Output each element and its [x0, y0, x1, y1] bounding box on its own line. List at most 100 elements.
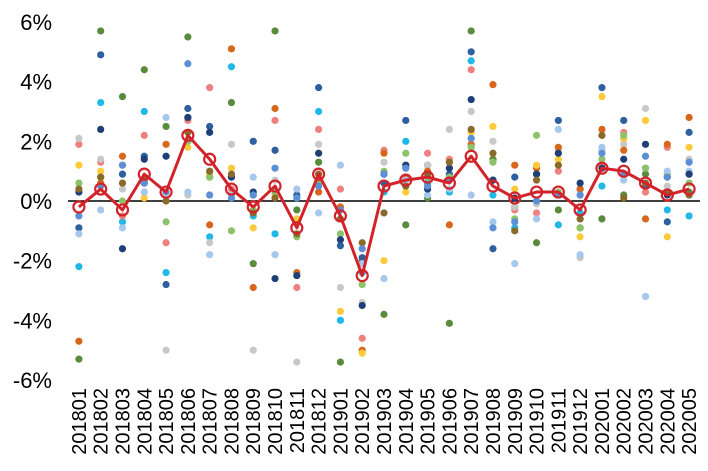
data-point — [75, 140, 83, 148]
data-point — [511, 227, 519, 235]
x-tick-label: 201906 — [439, 388, 461, 455]
data-point — [227, 194, 236, 202]
data-point — [249, 260, 257, 268]
data-point — [162, 218, 170, 226]
data-point — [206, 122, 214, 131]
data-point — [140, 131, 148, 139]
x-tick-label: 201811 — [287, 388, 309, 453]
data-point — [380, 149, 388, 157]
data-point — [380, 158, 388, 166]
data-point — [358, 280, 366, 289]
data-point — [336, 307, 345, 315]
data-point — [402, 149, 410, 157]
data-point — [489, 122, 497, 131]
data-point — [162, 346, 170, 354]
data-point — [554, 206, 562, 214]
data-point — [336, 161, 345, 169]
data-point — [467, 48, 475, 56]
data-point — [271, 274, 279, 283]
data-point — [598, 149, 606, 157]
data-point — [532, 176, 541, 184]
data-point — [293, 185, 301, 193]
y-tick-label: 0% — [20, 189, 52, 214]
average-series-line — [77, 133, 690, 278]
data-point — [271, 230, 279, 238]
average-marker — [115, 203, 130, 217]
data-point — [97, 155, 105, 163]
data-point — [249, 173, 257, 181]
data-point — [467, 191, 475, 199]
data-point — [97, 167, 105, 175]
data-point — [532, 131, 541, 139]
data-point — [554, 155, 562, 163]
data-point — [641, 170, 650, 178]
data-point — [293, 271, 301, 280]
x-tick-label: 201809 — [243, 388, 265, 455]
data-point — [554, 149, 562, 157]
data-point — [467, 57, 475, 65]
data-point — [467, 143, 475, 151]
data-point — [315, 188, 323, 196]
data-point — [315, 209, 323, 217]
data-point — [598, 155, 606, 163]
data-point — [641, 215, 650, 223]
data-point — [358, 349, 366, 357]
x-tick-label: 201907 — [461, 388, 483, 455]
x-tick-label: 202003 — [636, 388, 658, 455]
data-point — [663, 218, 671, 226]
data-point — [293, 283, 301, 292]
data-point — [663, 173, 671, 181]
data-point — [271, 164, 279, 172]
data-point — [118, 152, 127, 160]
data-point — [685, 113, 693, 122]
data-point — [511, 260, 519, 268]
x-axis: 201801 201802 201803 201804 201805 201806 2018… — [69, 388, 701, 455]
data-point — [532, 215, 541, 223]
data-point — [75, 185, 83, 193]
data-point — [162, 113, 170, 122]
data-point — [663, 140, 671, 148]
data-point — [140, 188, 148, 196]
data-point — [140, 107, 148, 116]
data-point — [271, 194, 279, 202]
data-point — [402, 188, 410, 196]
x-tick-label: 201912 — [570, 388, 592, 455]
x-tick-label: 201911 — [548, 388, 570, 453]
data-point — [227, 170, 236, 178]
data-point — [641, 164, 650, 172]
data-point — [511, 203, 519, 211]
data-point — [641, 140, 650, 148]
data-point — [576, 224, 584, 232]
data-point — [620, 131, 628, 139]
data-point — [75, 263, 83, 271]
data-point — [620, 194, 628, 202]
data-point — [140, 155, 148, 163]
average-marker — [399, 173, 413, 187]
x-tick-label: 201805 — [156, 388, 178, 455]
data-point — [206, 167, 214, 175]
average-marker — [224, 182, 239, 196]
data-point — [315, 84, 323, 92]
data-point — [598, 182, 606, 190]
average-marker — [617, 164, 631, 178]
data-point — [489, 245, 497, 253]
data-point — [249, 283, 257, 292]
data-point — [511, 218, 519, 226]
data-point — [358, 334, 366, 342]
data-point — [576, 191, 584, 199]
data-point — [315, 158, 323, 166]
data-point — [532, 209, 541, 217]
data-point — [315, 107, 323, 116]
average-marker — [595, 161, 609, 175]
data-point — [249, 346, 257, 354]
x-tick-label: 202001 — [592, 388, 614, 455]
data-point — [489, 137, 497, 145]
data-point — [358, 301, 366, 310]
data-point — [336, 230, 345, 238]
data-point — [685, 170, 693, 178]
data-point — [620, 155, 628, 163]
average-marker — [508, 191, 522, 205]
data-point — [315, 125, 323, 133]
data-point — [489, 149, 497, 157]
average-marker — [181, 128, 195, 142]
